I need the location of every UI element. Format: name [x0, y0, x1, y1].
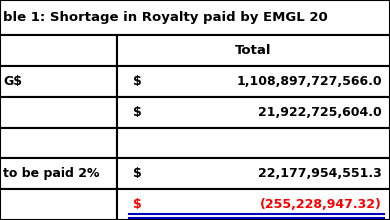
Bar [0, 128, 117, 158]
Text: ble 1: Shortage in Royalty paid by EMGL 20: ble 1: Shortage in Royalty paid by EMGL … [3, 11, 328, 24]
Bar [117, 97, 390, 128]
Text: $: $ [133, 106, 141, 119]
Text: $: $ [133, 198, 141, 211]
Text: $: $ [133, 75, 141, 88]
Text: $: $ [133, 167, 141, 180]
Bar [117, 66, 390, 97]
Text: G$: G$ [3, 75, 22, 88]
Bar [117, 128, 390, 158]
Bar [117, 189, 390, 220]
Text: (255,228,947.32): (255,228,947.32) [261, 198, 382, 211]
Text: to be paid 2%: to be paid 2% [3, 167, 99, 180]
Bar [0, 35, 117, 66]
Text: Total: Total [235, 44, 272, 57]
Bar [0, 158, 117, 189]
Text: 1,108,897,727,566.0: 1,108,897,727,566.0 [237, 75, 382, 88]
Bar [0, 0, 390, 35]
Bar [0, 97, 117, 128]
Bar [117, 35, 390, 66]
Bar [0, 189, 117, 220]
Bar [117, 158, 390, 189]
Bar [0, 66, 117, 97]
Text: 21,922,725,604.0: 21,922,725,604.0 [259, 106, 382, 119]
Text: 22,177,954,551.3: 22,177,954,551.3 [259, 167, 382, 180]
